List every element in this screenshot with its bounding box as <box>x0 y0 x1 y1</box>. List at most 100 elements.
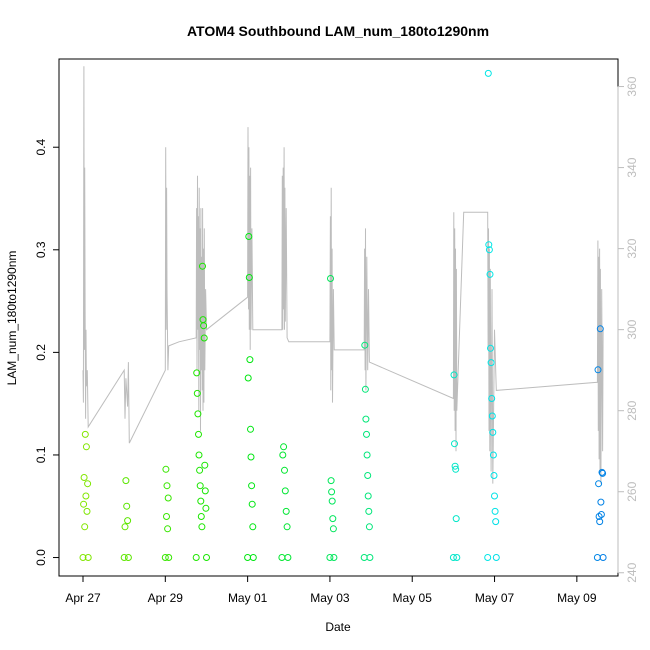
y2-tick-label: 240 <box>625 562 639 582</box>
chart-title: ATOM4 Southbound LAM_num_180to1290nm <box>187 23 489 39</box>
data-point <box>249 554 257 561</box>
data-point <box>192 554 200 561</box>
data-point <box>201 487 209 495</box>
data-point <box>363 430 370 438</box>
data-point <box>83 507 91 515</box>
data-point <box>200 322 208 330</box>
data-point <box>80 500 88 508</box>
data-point <box>365 523 373 531</box>
data-point <box>82 492 90 500</box>
y2-tick-label: 340 <box>625 157 639 177</box>
data-point <box>249 523 257 531</box>
data-point <box>195 451 203 459</box>
line-series-layer <box>82 66 604 484</box>
data-point <box>597 498 605 506</box>
data-point <box>193 369 201 377</box>
x-axis: Apr 27 Apr 29 May 01 May 03 May 05 May 07 May … <box>65 575 597 605</box>
data-point <box>162 465 170 473</box>
data-point <box>451 462 459 470</box>
data-point <box>595 513 603 520</box>
data-point <box>366 554 374 561</box>
y2-tick-label: 300 <box>625 319 639 339</box>
data-point <box>489 428 497 436</box>
data-point <box>82 443 90 451</box>
y-tick-label: 0.2 <box>34 344 48 361</box>
data-point <box>246 356 254 364</box>
data-point <box>124 517 132 525</box>
data-point <box>491 507 499 515</box>
data-point <box>84 554 92 561</box>
data-point <box>329 515 337 523</box>
data-point <box>452 515 460 523</box>
y2-tick-label: 320 <box>625 238 639 258</box>
data-point <box>484 69 492 77</box>
data-point <box>599 469 607 477</box>
y2-axis: 240 260 280 300 320 340 360 <box>617 76 639 583</box>
x-tick-label: Apr 29 <box>148 591 184 605</box>
data-point <box>327 477 335 485</box>
data-point <box>599 554 607 561</box>
data-point <box>245 274 253 281</box>
data-point <box>364 492 372 500</box>
data-point <box>120 554 128 561</box>
data-point <box>453 554 461 561</box>
right-axis-series-line <box>82 66 604 484</box>
data-point <box>281 466 288 474</box>
x-tick-label: Apr 27 <box>65 591 101 605</box>
data-point <box>451 440 458 448</box>
y-tick-label: 0.0 <box>34 549 48 566</box>
data-point <box>452 465 460 473</box>
data-point <box>80 474 88 481</box>
data-point <box>163 482 171 490</box>
y-tick-label: 0.4 <box>34 139 48 156</box>
data-point <box>486 270 494 278</box>
data-point <box>327 275 334 282</box>
y2-tick-label: 260 <box>625 481 639 501</box>
data-point <box>328 488 336 496</box>
data-point <box>489 451 497 459</box>
data-point <box>487 359 495 367</box>
y-axis-label: LAM_num_180to1290nm <box>5 251 19 386</box>
data-point <box>596 518 604 526</box>
data-point <box>360 554 368 561</box>
data-point <box>244 554 252 561</box>
data-point <box>449 554 457 561</box>
data-point <box>199 262 206 270</box>
x-tick-label: May 01 <box>228 591 268 605</box>
data-point <box>488 412 496 420</box>
data-point <box>244 374 252 382</box>
data-point <box>248 500 256 508</box>
data-point <box>284 554 292 561</box>
data-point <box>123 502 131 510</box>
data-point <box>247 453 255 461</box>
data-point <box>200 334 208 342</box>
data-point <box>593 554 601 561</box>
data-point <box>362 415 370 423</box>
data-point <box>484 554 492 561</box>
data-point <box>194 410 202 418</box>
data-point <box>202 504 210 512</box>
y-tick-label: 0.3 <box>34 241 48 258</box>
data-point <box>280 443 288 451</box>
data-point <box>247 425 254 433</box>
data-point <box>198 523 206 531</box>
data-point <box>326 554 334 561</box>
data-point <box>491 492 498 500</box>
data-point <box>488 395 496 402</box>
data-point <box>485 246 493 254</box>
data-point <box>330 554 338 561</box>
data-point <box>163 513 170 520</box>
x-tick-label: May 05 <box>393 591 433 605</box>
data-point <box>361 385 369 393</box>
data-point <box>79 554 87 561</box>
x-tick-label: May 07 <box>475 591 515 605</box>
x-axis-label: Date <box>325 620 351 634</box>
y2-tick-label: 360 <box>625 76 639 96</box>
data-point <box>197 497 205 505</box>
point-series-layer <box>79 69 607 561</box>
data-point <box>365 507 373 515</box>
data-point <box>201 461 209 469</box>
data-point <box>193 389 201 397</box>
plot-frame <box>58 58 619 577</box>
